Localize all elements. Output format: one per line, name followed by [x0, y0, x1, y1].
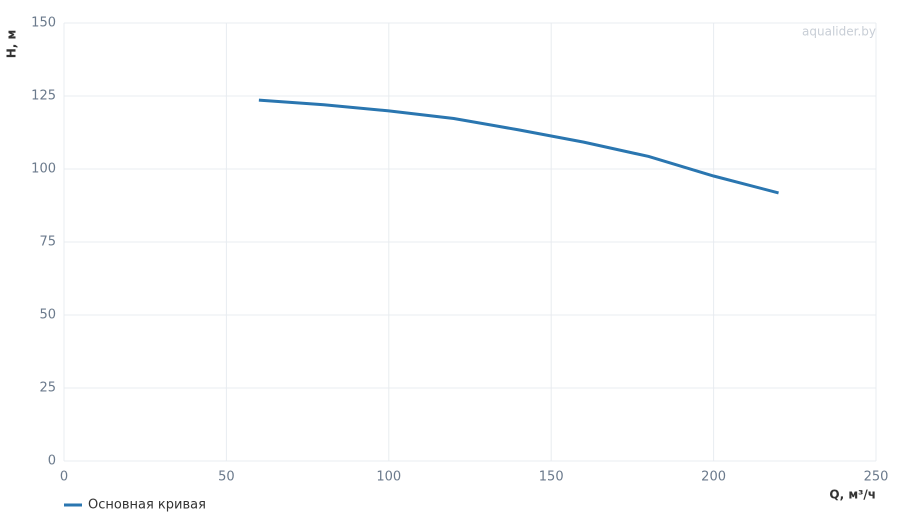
data-line	[258, 98, 779, 195]
y-tick-label: 0	[48, 454, 56, 469]
y-tick-label: 50	[39, 308, 56, 323]
x-tick-label: 150	[539, 470, 564, 485]
legend-label: Основная кривая	[88, 498, 206, 513]
x-tick-label: 50	[218, 470, 235, 485]
x-tick-label: 250	[864, 470, 889, 485]
y-tick-label: 150	[31, 16, 56, 31]
watermark: aqualider.by	[802, 25, 876, 39]
x-axis-title: Q, м³/ч	[829, 488, 876, 502]
y-tick-label: 25	[39, 381, 56, 396]
y-axis-title: H, м	[5, 30, 19, 59]
y-tick-label: 125	[31, 89, 56, 104]
x-tick-label: 0	[60, 470, 68, 485]
x-tick-label: 100	[376, 470, 401, 485]
y-tick-label: 75	[39, 235, 56, 250]
y-tick-label: 100	[31, 162, 56, 177]
x-tick-label: 200	[701, 470, 726, 485]
